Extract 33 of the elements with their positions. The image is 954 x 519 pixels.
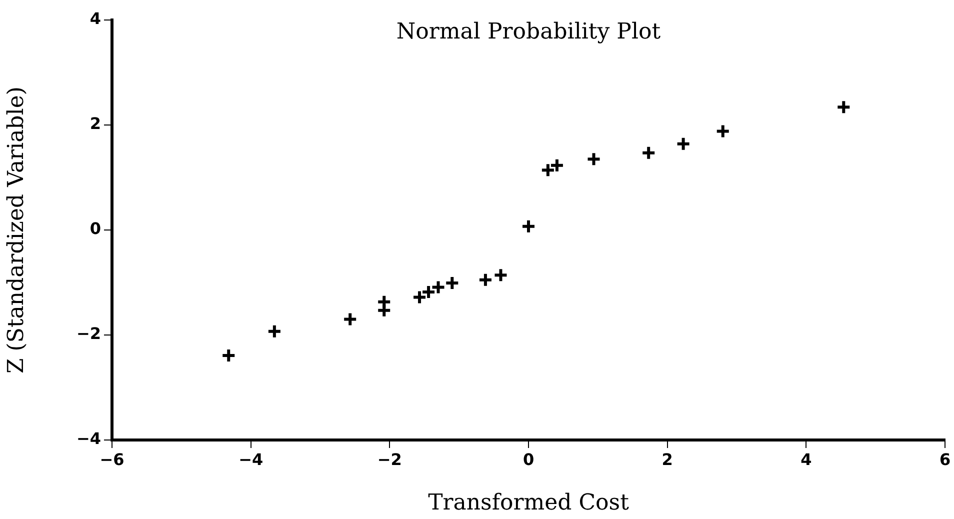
x-tick-label: −4 bbox=[238, 450, 264, 469]
x-axis-title: Transformed Cost bbox=[428, 490, 630, 516]
x-tick-label: 4 bbox=[800, 450, 812, 469]
x-tick-label: 0 bbox=[522, 450, 534, 469]
y-tick-label: 2 bbox=[90, 114, 101, 134]
point bbox=[836, 100, 852, 115]
point bbox=[521, 218, 536, 234]
point bbox=[421, 284, 436, 300]
y-tick-label: −2 bbox=[76, 324, 101, 344]
y-tick-label: −4 bbox=[76, 429, 101, 448]
point bbox=[376, 294, 392, 310]
point bbox=[715, 124, 730, 139]
point bbox=[342, 312, 358, 327]
point bbox=[266, 324, 282, 339]
point bbox=[444, 276, 460, 291]
x-tick-label: −2 bbox=[377, 450, 402, 469]
x-tick-label: −6 bbox=[100, 450, 124, 469]
y-axis-title: Z (Standardized Variable) bbox=[4, 86, 29, 374]
point bbox=[221, 348, 236, 363]
y-tick-label: 4 bbox=[90, 9, 101, 28]
x-tick-label: 6 bbox=[939, 450, 951, 469]
point bbox=[676, 136, 691, 152]
y-tick-label: 0 bbox=[90, 219, 101, 238]
point bbox=[540, 162, 556, 178]
point bbox=[493, 268, 508, 283]
point bbox=[641, 145, 656, 160]
point bbox=[586, 152, 602, 167]
point bbox=[430, 280, 446, 295]
point bbox=[478, 272, 493, 288]
point bbox=[412, 290, 428, 305]
point bbox=[549, 158, 564, 173]
chart-title: Normal Probability Plot bbox=[396, 20, 661, 45]
x-tick-label: 2 bbox=[662, 450, 673, 469]
